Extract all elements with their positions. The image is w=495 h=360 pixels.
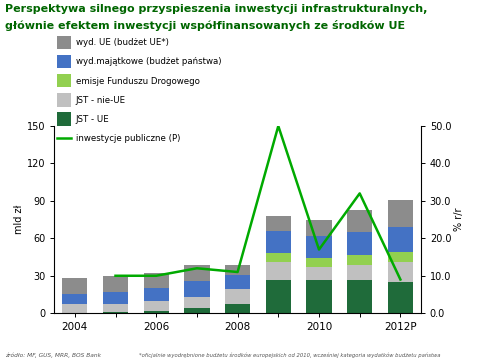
Bar [266, 253, 291, 262]
Bar [225, 305, 250, 313]
Bar [266, 216, 291, 231]
Bar [184, 265, 209, 281]
Bar [388, 227, 413, 252]
Bar [388, 200, 413, 227]
Bar [388, 252, 413, 262]
Bar [266, 279, 291, 313]
Bar [103, 312, 128, 313]
Bar [388, 282, 413, 313]
Y-axis label: mld zł: mld zł [14, 205, 24, 234]
Bar [144, 288, 169, 301]
Bar [306, 220, 332, 236]
Bar [306, 258, 332, 267]
Text: JST - UE: JST - UE [76, 114, 109, 123]
Bar [347, 210, 372, 232]
Bar [103, 276, 128, 292]
Bar [225, 265, 250, 275]
Bar [225, 275, 250, 289]
Text: JST - nie-UE: JST - nie-UE [76, 95, 126, 104]
Bar [184, 281, 209, 297]
Bar [225, 289, 250, 305]
Bar [184, 297, 209, 308]
Bar [144, 273, 169, 288]
Y-axis label: % r/r: % r/r [454, 208, 464, 231]
Bar [266, 231, 291, 253]
Bar [347, 265, 372, 279]
Text: wyd.majątkowe (budżet państwa): wyd.majątkowe (budżet państwa) [76, 57, 221, 66]
Bar [62, 278, 88, 294]
Text: *oficjalnie wyodrębnione budżetu środków europejskich od 2010, wcześniej kategor: *oficjalnie wyodrębnione budżetu środków… [139, 353, 440, 358]
Text: wyd. UE (budżet UE*): wyd. UE (budżet UE*) [76, 38, 169, 47]
Text: emisje Funduszu Drogowego: emisje Funduszu Drogowego [76, 77, 199, 85]
Bar [103, 292, 128, 305]
Text: źródło: MF, GUS, MRR, BOS Bank: źródło: MF, GUS, MRR, BOS Bank [5, 353, 101, 358]
Bar [306, 267, 332, 279]
Bar [347, 255, 372, 265]
Bar [347, 279, 372, 313]
Bar [62, 294, 88, 305]
Bar [347, 232, 372, 255]
Bar [266, 262, 291, 279]
Bar [144, 301, 169, 311]
Bar [306, 279, 332, 313]
Bar [62, 305, 88, 313]
Text: głównie efektem inwestycji współfinansowanych ze środków UE: głównie efektem inwestycji współfinansow… [5, 20, 405, 31]
Bar [103, 305, 128, 312]
Text: inwestycje publiczne (P): inwestycje publiczne (P) [76, 134, 180, 143]
Text: Perspektywa silnego przyspieszenia inwestycji infrastrukturalnych,: Perspektywa silnego przyspieszenia inwes… [5, 4, 427, 14]
Bar [388, 262, 413, 282]
Bar [184, 308, 209, 313]
Bar [306, 236, 332, 258]
Bar [144, 311, 169, 313]
